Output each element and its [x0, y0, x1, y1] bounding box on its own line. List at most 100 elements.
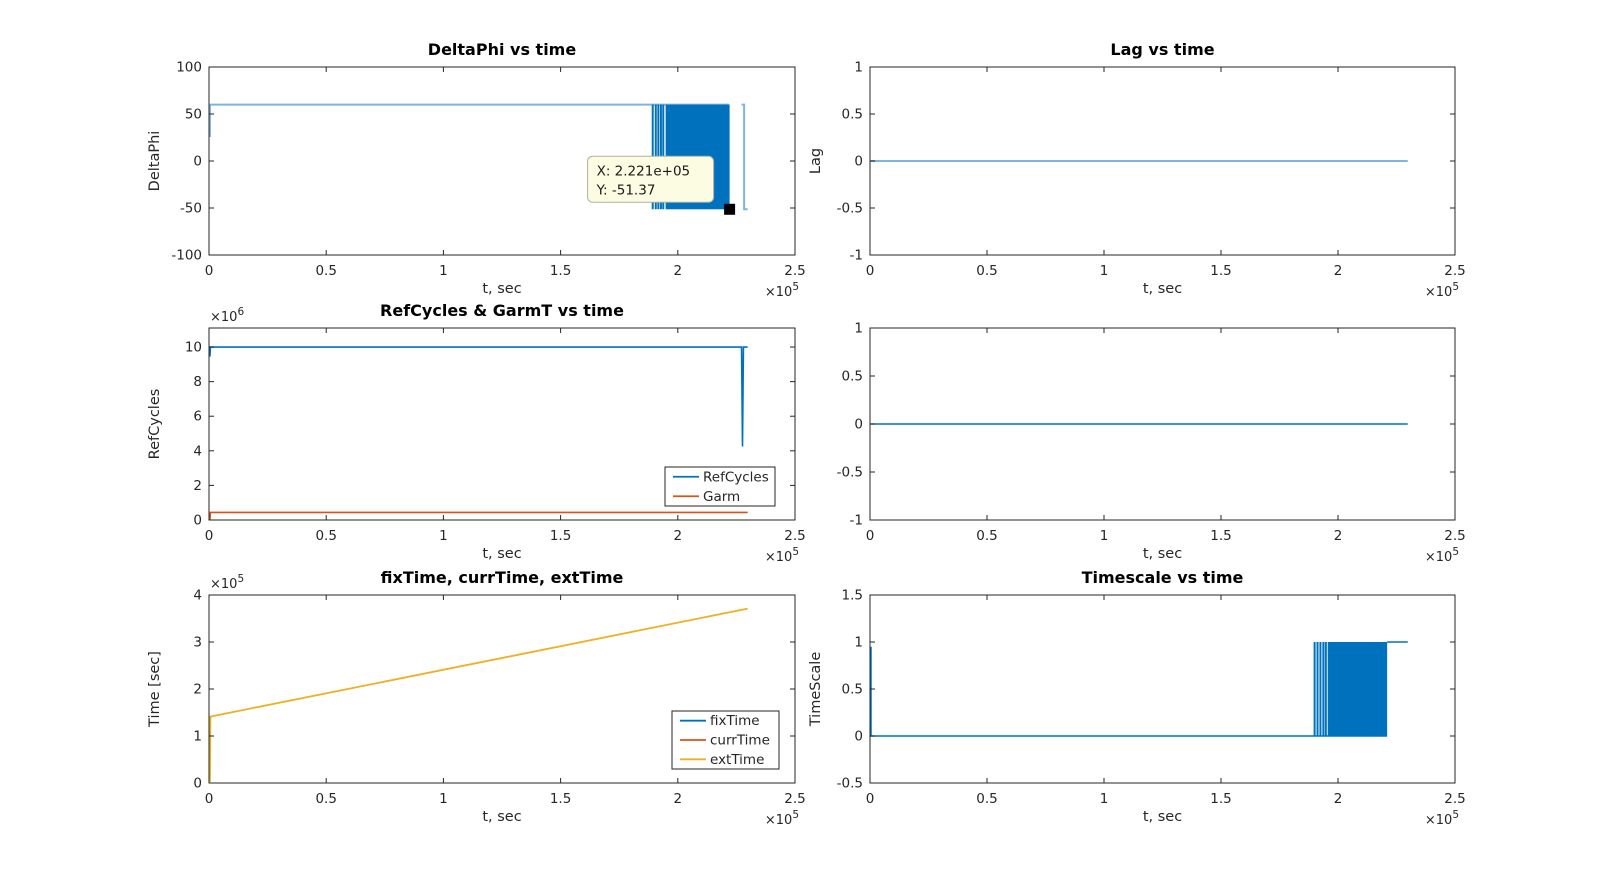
x-tick-label: 2: [1334, 791, 1343, 807]
series-line-DeltaPhi-last-step: [741, 103, 748, 211]
y-tick-label: 1: [854, 321, 863, 337]
y-tick-label: 2: [193, 682, 202, 698]
x-axis-label: t, sec: [482, 546, 521, 562]
series-line-Garm: [209, 511, 748, 520]
x-tick-label: 0: [205, 263, 214, 279]
x-tick-label: 1.5: [550, 528, 571, 544]
plot-title: fixTime, currTime, extTime: [381, 568, 624, 587]
x-tick-label: 2.5: [1444, 263, 1465, 279]
legend-box[interactable]: [664, 466, 776, 507]
y-tick-label: 1: [193, 729, 202, 745]
x-tick-label: 1.5: [550, 791, 571, 807]
series-line-RefCycles: [209, 346, 748, 447]
x-axis-multiplier: ×105: [765, 281, 799, 300]
x-tick-label: 0: [205, 791, 214, 807]
x-tick-label: 0.5: [315, 263, 336, 279]
x-tick-label: 2: [674, 263, 683, 279]
subplot-times: 0 0.5 1 1.5 2 2.5 4 3 2 1 0 fixTime, currTime, extT…: [147, 568, 806, 828]
y-tick-label: 8: [193, 374, 202, 390]
series-line-DeltaPhi: [208, 103, 729, 138]
y-tick-label: 2: [193, 478, 202, 494]
y-tick-label: -1: [850, 248, 863, 264]
y-tick-label: 3: [193, 635, 202, 651]
y-tick-label: 100: [176, 60, 202, 76]
y-axis-label: Time [sec]: [147, 651, 163, 728]
y-tick-label: 0: [854, 729, 863, 745]
y-tick-label: 0: [193, 513, 202, 529]
TimeScale-oscillation-band: [1327, 642, 1388, 736]
y-tick-label: 1.5: [842, 588, 863, 604]
datatip-text: X: 2.221e+05: [597, 163, 691, 179]
subplot-lag: 0 0.5 1 1.5 2 2.5 1 0.5 0 -0.5 -1 Lag vs time t, sec…: [808, 40, 1466, 300]
plot-title: Lag vs time: [1110, 40, 1214, 59]
x-tick-label: 0: [205, 528, 214, 544]
y-tick-label: 10: [185, 340, 202, 356]
x-tick-label: 0.5: [976, 791, 997, 807]
x-tick-label: 2.5: [1444, 791, 1465, 807]
legend-label: currTime: [710, 733, 770, 749]
legend-label: fixTime: [710, 713, 760, 729]
x-axis-multiplier: ×105: [1425, 809, 1459, 828]
x-tick-label: 2.5: [784, 263, 805, 279]
x-tick-label: 0: [866, 528, 875, 544]
y-tick-label: -1: [850, 513, 863, 529]
y-tick-label: 0.5: [842, 107, 863, 123]
x-tick-label: 1: [439, 791, 448, 807]
datatip-marker[interactable]: [724, 203, 736, 215]
x-tick-label: 2.5: [1444, 528, 1465, 544]
axis-frame: [208, 327, 796, 521]
x-axis-multiplier: ×105: [1425, 546, 1459, 565]
legend-label: RefCycles: [703, 469, 769, 485]
x-tick-label: 1: [1100, 791, 1109, 807]
x-axis-multiplier: ×105: [1425, 281, 1459, 300]
x-axis-label: t, sec: [482, 281, 521, 297]
x-tick-label: 0.5: [315, 791, 336, 807]
series-line-extTime: [209, 607, 748, 783]
x-tick-label: 1: [1100, 263, 1109, 279]
legend-label: Garm: [703, 489, 740, 505]
x-axis-label: t, sec: [1143, 546, 1182, 562]
x-tick-label: 0.5: [976, 263, 997, 279]
x-tick-label: 1.5: [1210, 791, 1231, 807]
y-tick-label: 0: [193, 154, 202, 170]
x-tick-label: 0: [866, 791, 875, 807]
x-tick-label: 1: [439, 528, 448, 544]
y-axis-label: RefCycles: [147, 389, 163, 460]
y-axis-multiplier: ×106: [210, 306, 244, 325]
x-axis-multiplier: ×105: [765, 809, 799, 828]
y-axis-label: TimeScale: [808, 652, 824, 728]
x-tick-label: 2.5: [784, 791, 805, 807]
x-tick-label: 0.5: [976, 528, 997, 544]
y-tick-label: 4: [193, 588, 202, 604]
y-tick-label: -100: [171, 248, 202, 264]
y-tick-label: 0: [854, 154, 863, 170]
y-tick-label: -0.5: [837, 465, 863, 481]
y-tick-label: -50: [180, 201, 202, 217]
y-tick-label: 0.5: [842, 682, 863, 698]
subplot-refcycles: 0 0.5 1 1.5 2 2.5 10 8 6 4 2 0 RefCycles & GarmT vs …: [147, 301, 806, 565]
plot-title: DeltaPhi vs time: [428, 40, 577, 59]
datatip-box[interactable]: [587, 155, 715, 203]
x-tick-label: 1.5: [1210, 263, 1231, 279]
x-tick-label: 1: [1100, 528, 1109, 544]
y-tick-label: -0.5: [837, 776, 863, 792]
x-axis-label: t, sec: [1143, 281, 1182, 297]
x-tick-label: 2: [674, 791, 683, 807]
x-tick-label: 2: [1334, 528, 1343, 544]
x-axis-label: t, sec: [1143, 809, 1182, 825]
y-axis-label: Lag: [808, 148, 824, 174]
y-tick-label: 0: [193, 776, 202, 792]
x-tick-label: 0.5: [315, 528, 336, 544]
x-tick-label: 2.5: [784, 528, 805, 544]
x-axis-multiplier: ×105: [765, 546, 799, 565]
x-tick-label: 0: [866, 263, 875, 279]
legend-label: extTime: [710, 752, 764, 768]
y-tick-label: 4: [193, 443, 202, 459]
subplot-untitled: 0 0.5 1 1.5 2 2.5 1 0.5 0 -0.5 -1 t, sec ×105: [837, 321, 1466, 566]
x-axis-label: t, sec: [482, 809, 521, 825]
plot-title: RefCycles & GarmT vs time: [380, 301, 624, 320]
y-tick-label: 6: [193, 409, 202, 425]
